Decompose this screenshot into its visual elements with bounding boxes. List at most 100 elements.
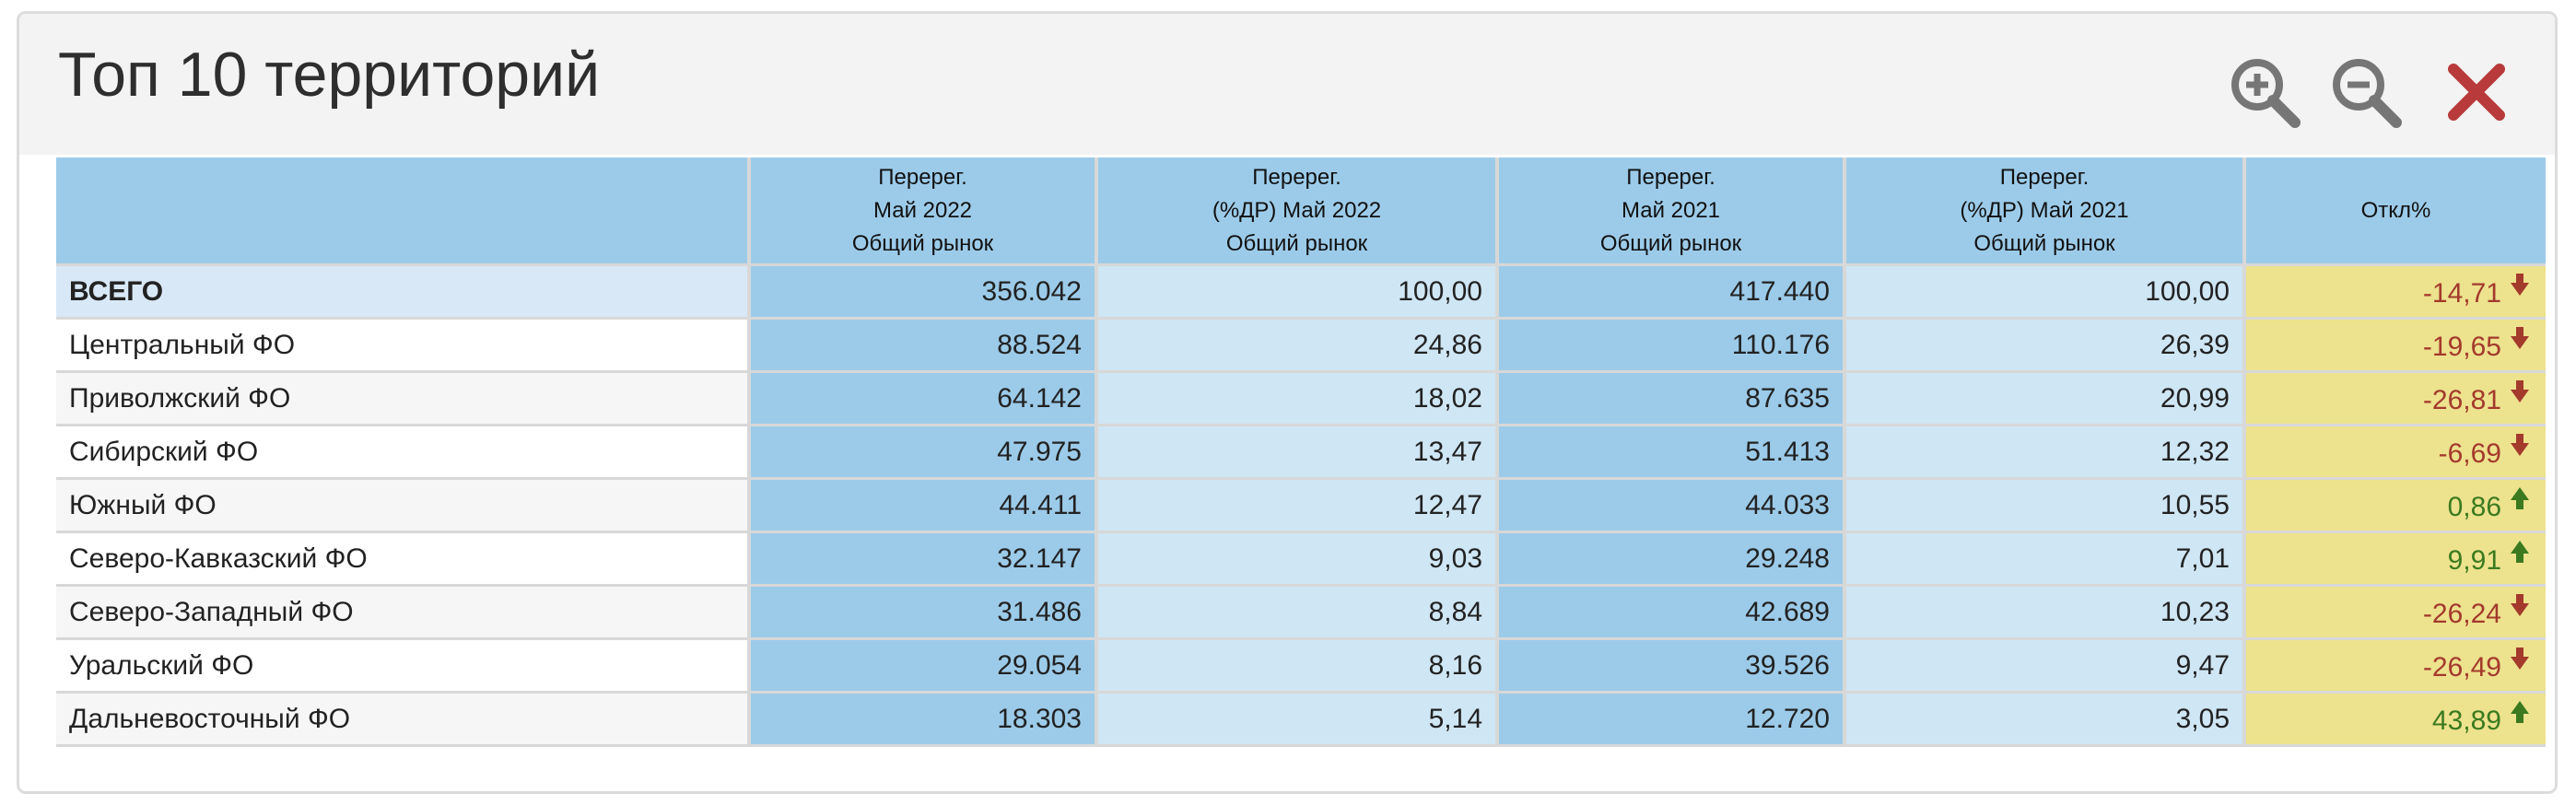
value-cell: 10,23 bbox=[1846, 587, 2246, 640]
close-button[interactable] bbox=[2435, 51, 2518, 134]
column-header[interactable] bbox=[56, 158, 751, 266]
deviation-cell: -26,81 bbox=[2246, 373, 2546, 426]
value-cell: 7,01 bbox=[1846, 533, 2246, 587]
value-cell: 110.176 bbox=[1499, 320, 1846, 373]
territories-table-wrap: Перерег. Май 2022 Общий рынок Перерег. (%… bbox=[56, 158, 2546, 747]
deviation-value: -6,69 bbox=[2438, 438, 2501, 470]
deviation-cell: 43,89 bbox=[2246, 694, 2546, 747]
table-row[interactable]: Уральский ФО 29.054 8,16 39.526 9,47 -26,49 bbox=[56, 640, 2546, 694]
deviation-value: -26,24 bbox=[2422, 599, 2501, 630]
close-icon bbox=[2448, 64, 2505, 121]
zoom-in-icon bbox=[2231, 59, 2301, 128]
territory-name-cell: Дальневосточный ФО bbox=[56, 694, 751, 747]
value-cell: 44.411 bbox=[751, 480, 1098, 533]
value-cell: 13,47 bbox=[1098, 426, 1499, 480]
value-cell: 18,02 bbox=[1098, 373, 1499, 426]
widget-panel: Топ 10 территорий bbox=[17, 11, 2558, 794]
value-cell: 5,14 bbox=[1098, 694, 1499, 747]
value-cell: 26,39 bbox=[1846, 320, 2246, 373]
value-cell: 47.975 bbox=[751, 426, 1098, 480]
page-title: Топ 10 территорий bbox=[58, 40, 601, 110]
value-cell: 64.142 bbox=[751, 373, 1098, 426]
deviation-value: 9,91 bbox=[2447, 545, 2501, 577]
value-cell: 44.033 bbox=[1499, 480, 1846, 533]
zoom-in-button[interactable] bbox=[2223, 51, 2306, 134]
column-header[interactable]: Откл% bbox=[2246, 158, 2546, 266]
deviation-value: -14,71 bbox=[2422, 278, 2501, 309]
deviation-value: 0,86 bbox=[2447, 492, 2501, 523]
territory-name-cell: Уральский ФО bbox=[56, 640, 751, 694]
arrow-up-icon bbox=[2511, 486, 2529, 509]
territory-name-cell: Приволжский ФО bbox=[56, 373, 751, 426]
arrow-down-icon bbox=[2511, 433, 2529, 456]
value-cell: 20,99 bbox=[1846, 373, 2246, 426]
arrow-up-icon bbox=[2511, 540, 2529, 563]
value-cell: 51.413 bbox=[1499, 426, 1846, 480]
value-cell: 24,86 bbox=[1098, 320, 1499, 373]
zoom-out-icon bbox=[2333, 59, 2402, 128]
value-cell: 9,47 bbox=[1846, 640, 2246, 694]
value-cell: 8,84 bbox=[1098, 587, 1499, 640]
value-cell: 12,47 bbox=[1098, 480, 1499, 533]
value-cell: 88.524 bbox=[751, 320, 1098, 373]
territories-table: Перерег. Май 2022 Общий рынок Перерег. (%… bbox=[56, 158, 2546, 747]
value-cell: 31.486 bbox=[751, 587, 1098, 640]
value-cell: 87.635 bbox=[1499, 373, 1846, 426]
table-row[interactable]: Приволжский ФО 64.142 18,02 87.635 20,99 -26,… bbox=[56, 373, 2546, 426]
table-header-row: Перерег. Май 2022 Общий рынок Перерег. (%… bbox=[56, 158, 2546, 266]
value-cell: 100,00 bbox=[1846, 266, 2246, 320]
zoom-out-button[interactable] bbox=[2324, 51, 2407, 134]
value-cell: 32.147 bbox=[751, 533, 1098, 587]
panel-header: Топ 10 территорий bbox=[19, 14, 2555, 155]
deviation-cell: -19,65 bbox=[2246, 320, 2546, 373]
deviation-value: -26,81 bbox=[2422, 385, 2501, 416]
table-row[interactable]: Сибирский ФО 47.975 13,47 51.413 12,32 -6,69 bbox=[56, 426, 2546, 480]
deviation-value: -19,65 bbox=[2422, 332, 2501, 363]
territory-name-cell: Центральный ФО bbox=[56, 320, 751, 373]
deviation-cell: -26,49 bbox=[2246, 640, 2546, 694]
column-header[interactable]: Перерег. (%ДР) Май 2022 Общий рынок bbox=[1098, 158, 1499, 266]
deviation-cell: 9,91 bbox=[2246, 533, 2546, 587]
territory-name-cell: Южный ФО bbox=[56, 480, 751, 533]
arrow-down-icon bbox=[2511, 647, 2529, 670]
value-cell: 100,00 bbox=[1098, 266, 1499, 320]
value-cell: 29.054 bbox=[751, 640, 1098, 694]
arrow-down-icon bbox=[2511, 379, 2529, 402]
value-cell: 417.440 bbox=[1499, 266, 1846, 320]
territory-name-cell: Сибирский ФО bbox=[56, 426, 751, 480]
table-row[interactable]: Северо-Кавказский ФО 32.147 9,03 29.248 7,01… bbox=[56, 533, 2546, 587]
arrow-down-icon bbox=[2511, 273, 2529, 296]
value-cell: 10,55 bbox=[1846, 480, 2246, 533]
territory-name-cell: Северо-Кавказский ФО bbox=[56, 533, 751, 587]
table-body: ВСЕГО 356.042 100,00 417.440 100,00 -14,71 Цен… bbox=[56, 266, 2546, 747]
column-header[interactable]: Перерег. Май 2022 Общий рынок bbox=[751, 158, 1098, 266]
deviation-cell: -26,24 bbox=[2246, 587, 2546, 640]
value-cell: 8,16 bbox=[1098, 640, 1499, 694]
value-cell: 3,05 bbox=[1846, 694, 2246, 747]
value-cell: 12.720 bbox=[1499, 694, 1846, 747]
table-row[interactable]: Центральный ФО 88.524 24,86 110.176 26,39 -19… bbox=[56, 320, 2546, 373]
arrow-down-icon bbox=[2511, 326, 2529, 349]
table-row[interactable]: Дальневосточный ФО 18.303 5,14 12.720 3,05 43… bbox=[56, 694, 2546, 747]
territory-name-cell: Северо-Западный ФО bbox=[56, 587, 751, 640]
deviation-cell: 0,86 bbox=[2246, 480, 2546, 533]
deviation-cell: -14,71 bbox=[2246, 266, 2546, 320]
column-header[interactable]: Перерег. Май 2021 Общий рынок bbox=[1499, 158, 1846, 266]
value-cell: 9,03 bbox=[1098, 533, 1499, 587]
territory-name-cell: ВСЕГО bbox=[56, 266, 751, 320]
arrow-up-icon bbox=[2511, 700, 2529, 723]
value-cell: 29.248 bbox=[1499, 533, 1846, 587]
value-cell: 18.303 bbox=[751, 694, 1098, 747]
value-cell: 356.042 bbox=[751, 266, 1098, 320]
deviation-value: -26,49 bbox=[2422, 652, 2501, 683]
deviation-value: 43,89 bbox=[2431, 706, 2501, 737]
deviation-cell: -6,69 bbox=[2246, 426, 2546, 480]
arrow-down-icon bbox=[2511, 593, 2529, 616]
column-header[interactable]: Перерег. (%ДР) Май 2021 Общий рынок bbox=[1846, 158, 2246, 266]
value-cell: 42.689 bbox=[1499, 587, 1846, 640]
table-row[interactable]: Южный ФО 44.411 12,47 44.033 10,55 0,86 bbox=[56, 480, 2546, 533]
value-cell: 39.526 bbox=[1499, 640, 1846, 694]
table-row-total[interactable]: ВСЕГО 356.042 100,00 417.440 100,00 -14,71 bbox=[56, 266, 2546, 320]
value-cell: 12,32 bbox=[1846, 426, 2246, 480]
table-row[interactable]: Северо-Западный ФО 31.486 8,84 42.689 10,23 -… bbox=[56, 587, 2546, 640]
